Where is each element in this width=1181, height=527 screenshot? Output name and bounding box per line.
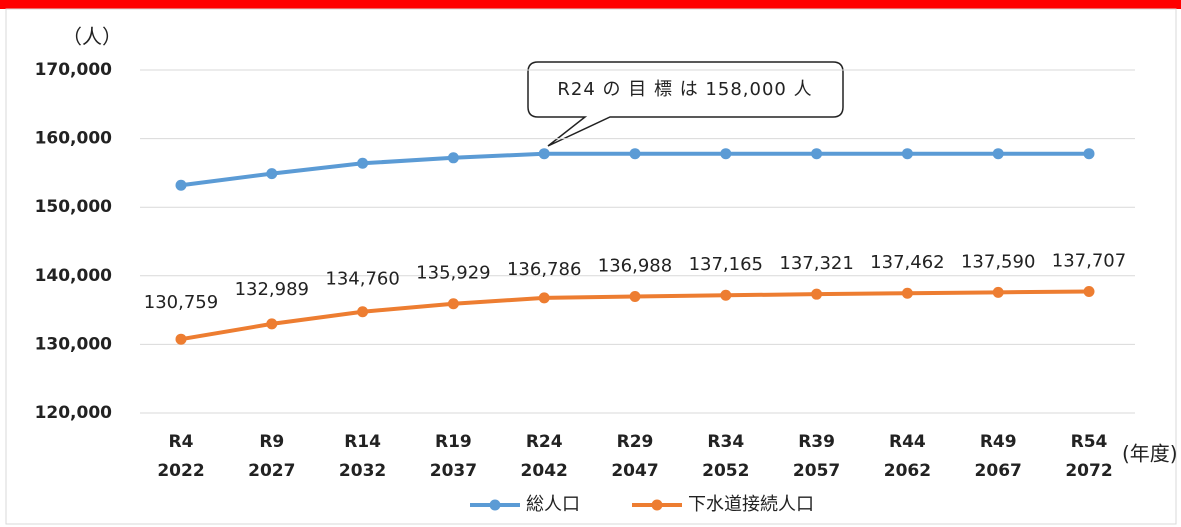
point — [811, 148, 823, 160]
data-label: 137,165 — [689, 254, 763, 275]
point — [538, 148, 550, 160]
point — [629, 148, 641, 160]
legend-marker — [651, 499, 663, 511]
data-label: 136,988 — [598, 255, 672, 276]
point — [811, 288, 823, 300]
y-axis-label: （人） — [62, 25, 122, 49]
point — [1083, 286, 1095, 298]
annotation: R24 の 目 標 は 158,000 人 — [557, 79, 812, 100]
data-label: 132,989 — [235, 279, 309, 300]
x-tick-label: 2037 — [430, 461, 477, 481]
point — [357, 157, 369, 169]
point — [447, 152, 459, 164]
data-label: 136,786 — [507, 259, 581, 280]
legend-label: 総人口 — [526, 494, 580, 515]
legend-marker — [489, 499, 501, 511]
y-tick-label: 140,000 — [35, 266, 113, 286]
point — [720, 148, 732, 160]
x-tick-label: 2022 — [157, 461, 204, 481]
x-tick-label: 2047 — [611, 461, 658, 481]
x-tick-label: 2042 — [521, 461, 568, 481]
point — [992, 286, 1004, 298]
y-tick-label: 160,000 — [35, 129, 113, 149]
top-bar — [0, 0, 1181, 9]
x-tick-label: 2027 — [248, 461, 295, 481]
point — [175, 333, 187, 345]
x-tick-label: R49 — [980, 432, 1017, 452]
x-tick-label: R39 — [798, 432, 835, 452]
x-tick-label: R9 — [259, 432, 284, 452]
data-label: 137,462 — [870, 252, 944, 273]
y-tick-label: 170,000 — [35, 60, 113, 80]
point — [175, 179, 187, 191]
point — [357, 306, 369, 318]
y-tick-label: 130,000 — [35, 334, 113, 354]
x-axis-label: (年度) — [1122, 442, 1178, 466]
point — [992, 148, 1004, 160]
data-label: 130,759 — [144, 292, 218, 313]
point — [538, 292, 550, 304]
x-tick-label: R14 — [344, 432, 381, 452]
x-tick-label: 2067 — [975, 461, 1022, 481]
point — [720, 289, 732, 301]
x-tick-label: R29 — [617, 432, 654, 452]
point — [266, 168, 278, 180]
x-tick-label: 2062 — [884, 461, 931, 481]
x-tick-label: R4 — [169, 432, 194, 452]
point — [901, 287, 913, 299]
data-label: 137,707 — [1052, 251, 1126, 272]
data-label: 134,760 — [325, 269, 399, 290]
y-tick-label: 120,000 — [35, 403, 113, 423]
data-label: 137,590 — [961, 251, 1035, 272]
legend-label: 下水道接続人口 — [688, 494, 814, 515]
x-tick-label: R24 — [526, 432, 563, 452]
x-tick-label: R44 — [889, 432, 926, 452]
point — [1083, 148, 1095, 160]
y-tick-label: 150,000 — [35, 197, 113, 217]
chart-border — [5, 8, 1177, 525]
point — [629, 290, 641, 302]
point — [266, 318, 278, 330]
point — [447, 298, 459, 310]
x-tick-label: R19 — [435, 432, 472, 452]
x-tick-label: 2052 — [702, 461, 749, 481]
x-tick-label: R54 — [1071, 432, 1108, 452]
x-tick-label: 2057 — [793, 461, 840, 481]
data-label: 135,929 — [416, 263, 490, 284]
data-label: 137,321 — [779, 253, 853, 274]
x-tick-label: 2072 — [1065, 461, 1112, 481]
x-tick-label: R34 — [707, 432, 744, 452]
x-tick-label: 2032 — [339, 461, 386, 481]
callout — [527, 61, 844, 147]
point — [901, 148, 913, 160]
